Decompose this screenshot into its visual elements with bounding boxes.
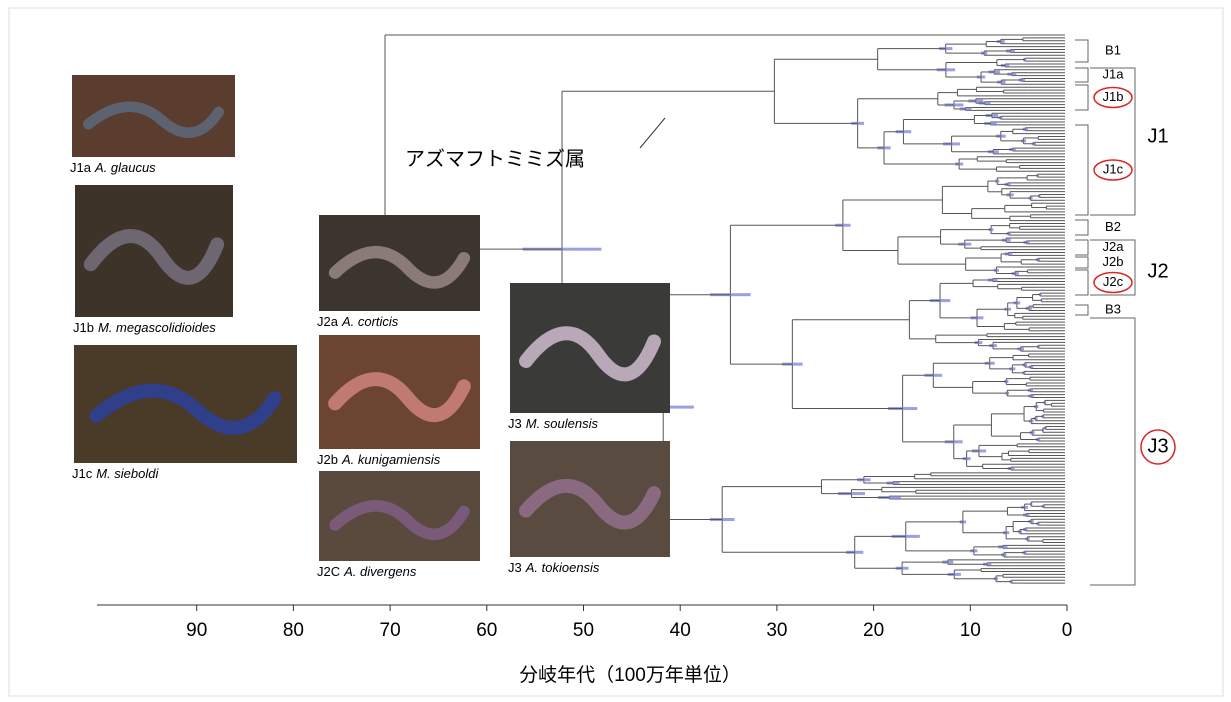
caption-code: J1c: [72, 466, 93, 481]
tick-label: 30: [766, 620, 787, 641]
tick-label: 90: [186, 620, 207, 641]
figure-canvas: 分岐年代（100万年単位） アズマフトミミズ属 90 80 70 60 50 40 30 20…: [0, 0, 1231, 702]
group-label: J1: [1147, 125, 1168, 147]
caption-code: J2a: [317, 314, 339, 329]
tick-label: 20: [863, 620, 884, 641]
clade-label: J1b: [1103, 89, 1124, 104]
clade-label: J2c: [1103, 274, 1124, 289]
clade-label: J1c: [1103, 161, 1124, 176]
caption-species: A. kunigamiensis: [341, 452, 441, 467]
group-label: J2: [1147, 260, 1168, 282]
tick-label: 40: [670, 620, 691, 641]
group-label: J3: [1147, 435, 1168, 457]
caption-species: M. megascolidioides: [98, 320, 216, 335]
clade-label: B2: [1105, 219, 1121, 234]
caption-species: A. tokioensis: [525, 560, 600, 575]
figure: 分岐年代（100万年単位） アズマフトミミズ属 90 80 70 60 50 40 30 20…: [0, 0, 1231, 702]
tick-label: 70: [380, 620, 401, 641]
caption-code: J3: [508, 560, 522, 575]
caption-code: J3: [508, 416, 522, 431]
caption-species: A. divergens: [343, 564, 417, 579]
caption-species: A. glaucus: [94, 160, 156, 175]
caption-code: J1a: [70, 160, 92, 175]
clade-label: J1a: [1103, 66, 1125, 81]
caption-species: M. soulensis: [526, 416, 599, 431]
caption-species: A. corticis: [341, 314, 399, 329]
genus-label: アズマフトミミズ属: [405, 147, 585, 170]
tick-label: 0: [1062, 620, 1073, 641]
caption-code: J2C: [317, 564, 340, 579]
tick-label: 50: [573, 620, 594, 641]
caption-code: J1b: [73, 320, 94, 335]
caption-species: M. sieboldi: [96, 466, 159, 481]
clade-label: J2a: [1103, 239, 1125, 254]
clade-label: B3: [1105, 301, 1121, 316]
photo-caption: J3 M. soulensis: [508, 416, 598, 431]
tick-label: 10: [960, 620, 981, 641]
clade-label: J2b: [1103, 254, 1124, 269]
tick-label: 60: [476, 620, 497, 641]
clade-label: B1: [1105, 42, 1121, 57]
caption-code: J2b: [317, 452, 338, 467]
axis-label: 分岐年代（100万年単位）: [519, 664, 741, 686]
tick-label: 80: [283, 620, 304, 641]
